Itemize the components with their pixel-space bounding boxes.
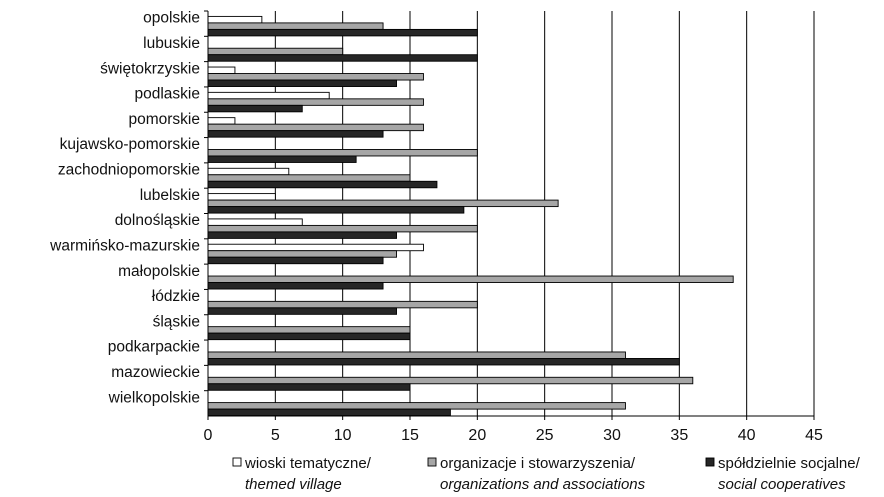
legend-sublabel-2: organizations and associations xyxy=(440,476,646,493)
bar-świętokrzyskie-series-2 xyxy=(207,73,424,81)
bar-pomorskie-series-2 xyxy=(207,123,424,132)
bar-lubelskie-series-3 xyxy=(207,206,465,214)
legend-sublabel-3: social cooperatives xyxy=(718,476,846,493)
bar-lubelskie-series-2 xyxy=(207,199,559,208)
bar-podlaskie-series-3 xyxy=(207,104,303,113)
bar-świętokrzyskie-series-1 xyxy=(207,66,236,74)
category-label-mazowieckie: mazowieckie xyxy=(111,364,200,381)
x-tick-label: 40 xyxy=(738,427,756,444)
category-label-zachodniopomorskie: zachodniopomorskie xyxy=(58,162,200,179)
bar-mazowieckie-series-3 xyxy=(207,383,411,391)
category-label-świętokrzyskie: świętokrzyskie xyxy=(100,60,200,77)
x-tick-label: 10 xyxy=(334,427,352,444)
bar-łódzkie-series-3 xyxy=(207,307,397,315)
x-tick-labels: 0 5 10 15 20 25 30 35 40 45 xyxy=(204,427,823,444)
bar-warmińsko-mazurskie-series-2 xyxy=(207,250,397,258)
category-labels: opolskie lubuskie świętokrzyskie podlaskie p… xyxy=(49,10,200,407)
bar-dolnośląskie-series-3 xyxy=(207,231,397,239)
category-label-lubelskie: lubelskie xyxy=(140,187,200,204)
legend-label-3: spółdzielnie socjalne/ xyxy=(718,455,861,472)
x-tick-label: 45 xyxy=(805,427,823,444)
category-label-opolskie: opolskie xyxy=(143,10,200,27)
category-label-śląskie: śląskie xyxy=(153,313,200,330)
bar-świętokrzyskie-series-3 xyxy=(207,79,397,87)
bar-śląskie-series-3 xyxy=(207,332,411,341)
bar-zachodniopomorskie-series-1 xyxy=(207,167,290,176)
category-label-podlaskie: podlaskie xyxy=(135,86,201,103)
bar-śląskie-series-2 xyxy=(207,326,411,334)
category-label-łódzkie: łódzkie xyxy=(152,288,200,305)
legend-label-1: wioski tematyczne/ xyxy=(244,455,372,472)
bar-wielkopolskie-series-3 xyxy=(207,408,451,417)
bar-mazowieckie-series-2 xyxy=(207,376,694,385)
bar-pomorskie-series-1 xyxy=(207,117,236,125)
category-label-pomorskie: pomorskie xyxy=(129,111,201,128)
bar-wielkopolskie-series-2 xyxy=(207,402,626,410)
bar-małopolskie-series-3 xyxy=(207,282,384,290)
bar-opolskie-series-1 xyxy=(207,15,263,24)
bar-zachodniopomorskie-series-3 xyxy=(207,180,438,189)
bar-warmińsko-mazurskie-series-3 xyxy=(207,256,384,265)
legend-label-2: organizacje i stowarzyszenia/ xyxy=(440,455,636,472)
bar-podkarpackie-series-3 xyxy=(207,358,680,366)
category-label-lubuskie: lubuskie xyxy=(143,35,200,52)
category-label-dolnośląskie: dolnośląskie xyxy=(115,212,200,229)
category-label-warmińsko-mazurskie: warmińsko-mazurskie xyxy=(49,237,200,254)
category-label-podkarpackie: podkarpackie xyxy=(108,339,200,356)
bar-pomorskie-series-3 xyxy=(207,130,384,138)
x-tick-label: 30 xyxy=(603,427,621,444)
legend-swatch-1 xyxy=(232,457,242,467)
category-label-wielkopolskie: wielkopolskie xyxy=(108,389,200,406)
legend: wioski tematyczne/themed village organiza… xyxy=(232,455,861,493)
legend-swatch-3 xyxy=(705,457,715,467)
bar-podlaskie-series-2 xyxy=(207,98,424,106)
bar-opolskie-series-3 xyxy=(207,28,478,37)
bars xyxy=(207,15,734,417)
x-tick-label: 15 xyxy=(401,427,419,444)
bar-kujawsko-pomorskie-series-3 xyxy=(207,155,357,163)
x-tick-label: 35 xyxy=(670,427,688,444)
bar-lubuskie-series-3 xyxy=(207,54,478,62)
category-label-małopolskie: małopolskie xyxy=(118,263,200,280)
legend-swatch-2 xyxy=(427,457,437,467)
bar-kujawsko-pomorskie-series-2 xyxy=(207,149,478,157)
x-tick-label: 0 xyxy=(204,427,213,444)
bar-podkarpackie-series-2 xyxy=(207,351,626,359)
category-label-kujawsko-pomorskie: kujawsko-pomorskie xyxy=(60,136,200,153)
x-tick-label: 5 xyxy=(271,427,280,444)
bar-opolskie-series-2 xyxy=(207,22,384,30)
bar-zachodniopomorskie-series-2 xyxy=(207,174,411,182)
bar-łódzkie-series-2 xyxy=(207,300,478,309)
legend-sublabel-1: themed village xyxy=(245,476,342,493)
x-tick-label: 25 xyxy=(536,427,554,444)
bar-lubuskie-series-2 xyxy=(207,47,344,56)
bar-warmińsko-mazurskie-series-1 xyxy=(207,243,424,252)
bar-dolnośląskie-series-1 xyxy=(207,218,303,226)
bar-lubelskie-series-1 xyxy=(207,193,276,201)
x-tick-label: 20 xyxy=(468,427,486,444)
bar-małopolskie-series-2 xyxy=(207,275,734,283)
bar-dolnośląskie-series-2 xyxy=(207,224,478,233)
bar-podlaskie-series-1 xyxy=(207,91,330,100)
axes xyxy=(204,10,815,420)
